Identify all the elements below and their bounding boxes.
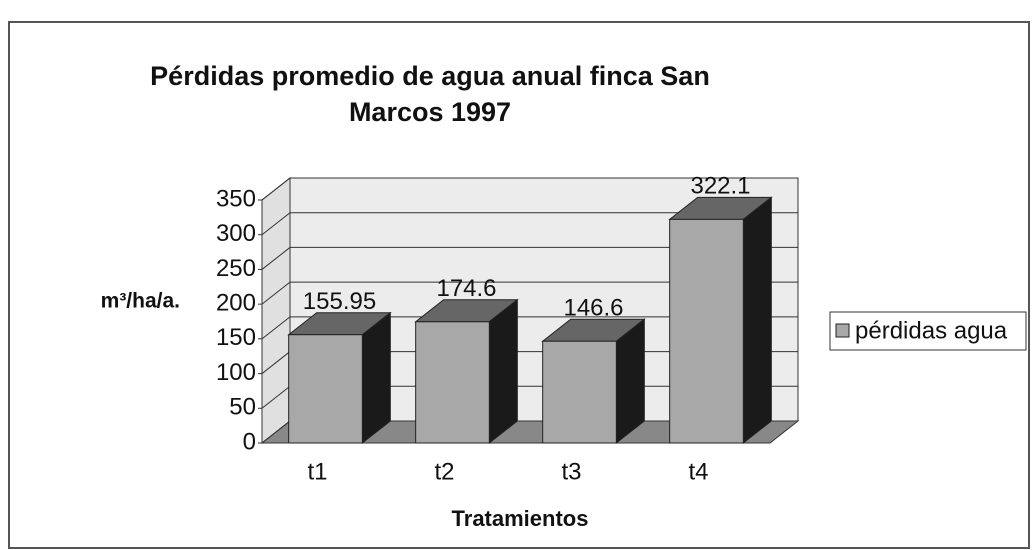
bar	[669, 218, 744, 444]
bar-group	[287, 311, 392, 445]
legend-label: pérdidas agua	[855, 317, 1008, 344]
grid-line	[261, 281, 291, 305]
y-tick-label: 300	[216, 220, 256, 247]
bar-side	[742, 196, 772, 445]
grid-line	[261, 247, 291, 270]
grid-line	[261, 351, 291, 374]
data-label: 146.6	[563, 295, 623, 322]
side-wall	[261, 176, 291, 445]
legend-box	[829, 311, 1027, 351]
data-label: 322.1	[690, 173, 750, 200]
x-tick-label: t4	[688, 458, 708, 485]
grid-line	[261, 316, 291, 340]
data-label: 174.6	[436, 275, 496, 302]
x-tick-label: t3	[561, 458, 581, 485]
bar	[542, 340, 617, 444]
grid-line	[261, 177, 291, 201]
y-axis-label: m³/ha/a.	[101, 290, 180, 313]
bar-group	[541, 318, 646, 445]
y-tick-label: 50	[229, 394, 256, 421]
legend-swatch	[835, 323, 850, 338]
x-tick-label: t2	[434, 458, 454, 485]
bar-side	[488, 298, 518, 445]
y-tick-label: 0	[243, 428, 256, 455]
x-axis-label: Tratamientos	[452, 506, 589, 531]
y-tick-label: 100	[216, 359, 256, 386]
y-tick-label: 200	[216, 289, 256, 316]
bar-side	[615, 318, 645, 445]
grid-line	[261, 212, 291, 236]
frame	[8, 21, 1030, 549]
bar	[288, 334, 363, 444]
x-tick-label: t1	[307, 458, 327, 485]
bar-group	[414, 298, 519, 445]
y-tick-label: 350	[216, 185, 256, 212]
bar	[415, 321, 490, 444]
y-tick-label: 250	[216, 255, 256, 282]
grid-line	[261, 385, 291, 409]
bar-side	[361, 311, 391, 445]
grid-line	[261, 420, 291, 444]
bar-group	[668, 196, 773, 445]
data-label: 155.95	[303, 288, 376, 315]
chart-title: Pérdidas promedio de agua anual finca Sa…	[150, 61, 710, 127]
y-tick-label: 150	[216, 324, 256, 351]
